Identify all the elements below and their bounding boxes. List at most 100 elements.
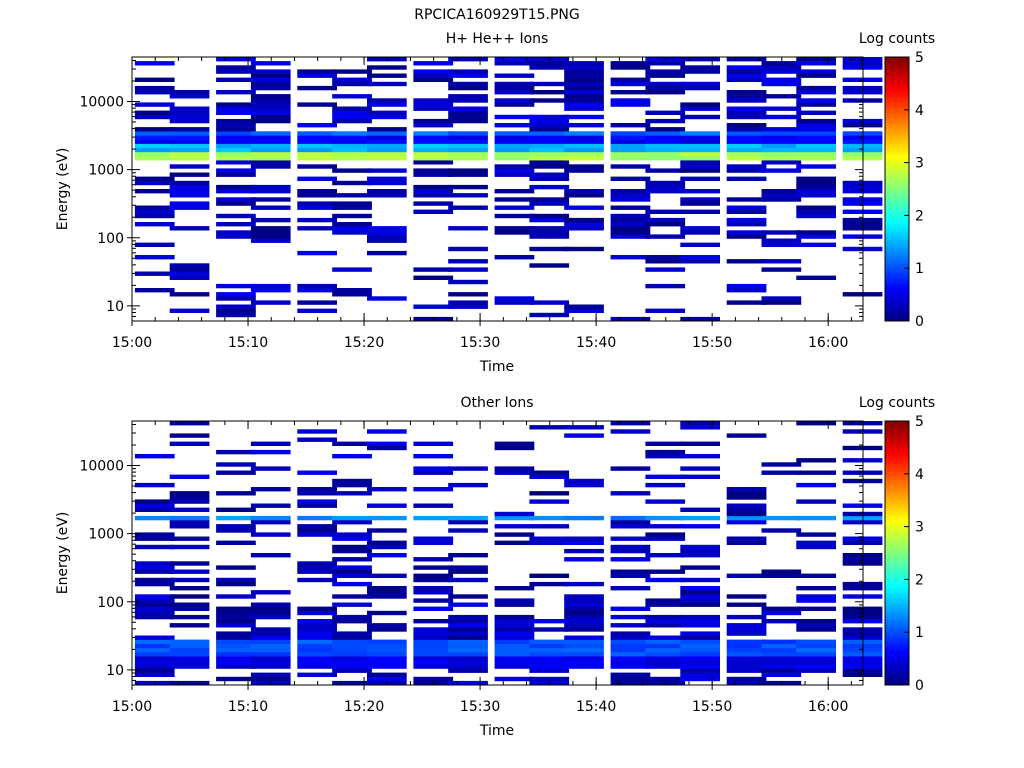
heatmap-cell xyxy=(134,288,175,293)
colorbar-segment xyxy=(885,497,909,501)
heatmap-cell xyxy=(250,515,291,521)
heatmap-cell xyxy=(332,131,372,136)
colorbar-segment xyxy=(885,613,909,617)
heatmap-cell xyxy=(367,98,407,103)
heatmap-cell xyxy=(448,143,488,148)
heatmap-cell xyxy=(564,643,604,649)
heatmap-cell xyxy=(494,197,535,202)
heatmap-cell xyxy=(529,127,570,132)
heatmap-cell xyxy=(169,180,210,186)
heatmap-cell xyxy=(564,557,604,562)
colorbar-segment xyxy=(885,284,909,288)
heatmap-cell xyxy=(796,176,836,181)
heatmap-cell xyxy=(413,676,454,682)
heatmap-cell xyxy=(367,65,407,70)
heatmap-cell xyxy=(448,73,488,78)
heatmap-cell xyxy=(169,577,210,583)
heatmap-cell xyxy=(216,462,256,467)
heatmap-cell xyxy=(216,296,256,301)
heatmap-cell xyxy=(645,524,686,529)
heatmap-cell xyxy=(367,193,407,198)
colorbar-segment xyxy=(885,603,909,607)
heatmap-cell xyxy=(332,520,372,525)
heatmap-cell xyxy=(796,544,836,550)
heatmap-cell xyxy=(564,614,604,620)
heatmap-cell xyxy=(413,515,454,521)
heatmap-cell xyxy=(413,577,454,583)
heatmap-cell xyxy=(610,639,651,644)
heatmap-cell xyxy=(564,660,604,665)
heatmap-cell xyxy=(332,532,372,537)
colorbar-segment xyxy=(885,574,909,578)
heatmap-cell xyxy=(367,586,407,591)
heatmap-cell xyxy=(448,246,488,252)
heatmap-cell xyxy=(250,606,291,611)
heatmap-cell xyxy=(726,259,767,264)
heatmap-cell xyxy=(297,143,337,148)
heatmap-cell xyxy=(726,156,767,161)
heatmap-cell xyxy=(216,57,256,62)
heatmap-cell xyxy=(413,77,454,82)
heatmap-cell xyxy=(564,102,604,107)
heatmap-cell xyxy=(645,639,686,644)
heatmap-cell xyxy=(169,263,210,268)
heatmap-cell xyxy=(726,139,767,144)
heatmap-cell xyxy=(297,176,337,181)
heatmap-cell xyxy=(761,156,802,161)
heatmap-cell xyxy=(297,532,337,537)
colorbar-segment xyxy=(885,146,909,150)
heatmap-cell xyxy=(726,164,767,169)
heatmap-cell xyxy=(761,656,802,661)
colorbar-segment xyxy=(885,489,909,493)
heatmap-cell xyxy=(680,114,720,120)
colorbar-segment xyxy=(885,270,909,274)
heatmap-cell xyxy=(367,594,407,599)
heatmap-cell xyxy=(645,308,686,313)
heatmap-cell xyxy=(610,466,651,471)
heatmap-cell xyxy=(610,664,651,669)
heatmap-cell xyxy=(332,614,372,620)
colorbar-segment xyxy=(885,109,909,113)
heatmap-cell xyxy=(367,296,407,301)
heatmap-cell xyxy=(448,577,488,583)
heatmap-cell xyxy=(169,561,210,566)
heatmap-cell xyxy=(564,304,604,309)
heatmap-cell xyxy=(645,652,686,657)
heatmap-cells xyxy=(134,57,883,322)
heatmap-cell xyxy=(726,623,767,628)
heatmap-cell xyxy=(332,631,372,636)
heatmap-cell xyxy=(645,602,686,607)
heatmap-cell xyxy=(332,156,372,161)
colorbar-label: Log counts xyxy=(859,31,935,47)
colorbar-segment xyxy=(885,167,909,172)
colorbar-segment xyxy=(885,255,909,259)
heatmap-cell xyxy=(529,114,570,120)
heatmap-cell xyxy=(332,557,372,562)
colorbar-segment xyxy=(885,194,909,198)
colorbar-segment xyxy=(885,307,909,311)
heatmap-cell xyxy=(529,160,570,165)
colorbar-segment xyxy=(885,550,909,554)
heatmap-cell xyxy=(169,614,210,620)
heatmap-cell xyxy=(564,131,604,136)
heatmap-cell xyxy=(134,114,175,120)
colorbar-segment xyxy=(885,91,909,95)
heatmap-cell xyxy=(134,672,175,677)
heatmap-cell xyxy=(413,123,454,128)
colorbar-tick-label: 0 xyxy=(915,678,924,694)
colorbar-segment xyxy=(885,313,909,317)
heatmap-cell xyxy=(297,69,337,74)
heatmap-cell xyxy=(610,643,651,649)
heatmap-cell xyxy=(680,668,720,673)
colorbar-segment xyxy=(885,78,909,82)
heatmap-cell xyxy=(367,110,407,115)
heatmap-cell xyxy=(564,123,604,128)
heatmap-cell xyxy=(448,98,488,103)
colorbar-segment xyxy=(885,516,909,520)
heatmap-cell xyxy=(250,672,291,677)
colorbar-segment xyxy=(885,202,909,206)
colorbar-tick-label: 2 xyxy=(915,208,924,224)
heatmap-cell xyxy=(796,664,836,669)
colorbar-tick-label: 1 xyxy=(915,625,924,641)
